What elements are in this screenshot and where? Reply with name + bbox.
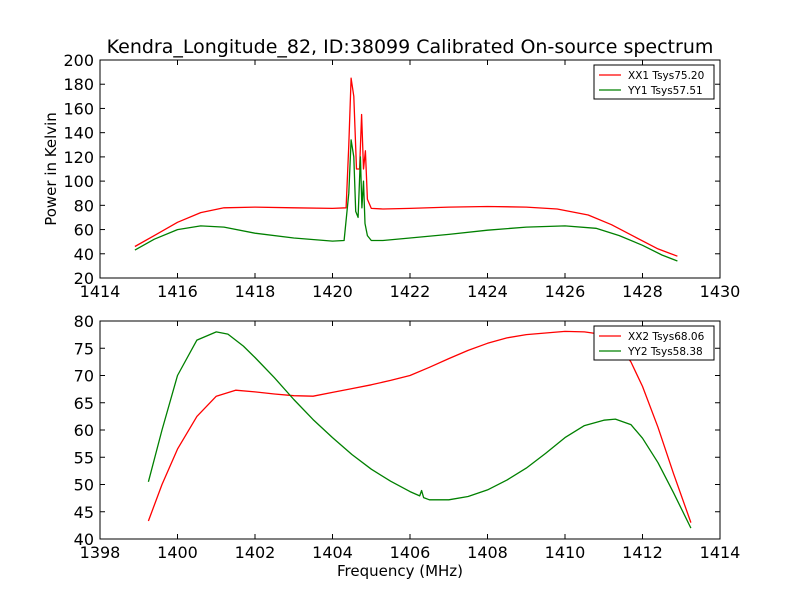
- x-tick-label: 1410: [545, 543, 586, 562]
- legend-box: [593, 64, 715, 100]
- x-tick-label: 1416: [157, 282, 198, 301]
- x-tick-label: 1400: [157, 543, 198, 562]
- legend-label: YY2 Tsys58.38: [627, 346, 703, 358]
- series-line-2: [134, 139, 678, 262]
- x-tick-label: 1414: [80, 282, 121, 301]
- y-tick-label: 40: [74, 245, 94, 264]
- x-tick-label: 1418: [235, 282, 276, 301]
- y-tick-label: 180: [63, 75, 94, 94]
- y-tick-label: 60: [74, 221, 94, 240]
- figure-title: Kendra_Longitude_82, ID:38099 Calibrated…: [107, 36, 714, 58]
- x-tick-label: 1402: [235, 543, 276, 562]
- y-tick-label: 80: [74, 196, 94, 215]
- y-tick-label: 70: [74, 367, 94, 386]
- plot-frame: [99, 320, 721, 540]
- legend: XX1 Tsys75.20 YY1 Tsys57.51: [593, 64, 715, 100]
- y-tick-label: 50: [74, 476, 94, 495]
- x-tick-label: 1406: [390, 543, 431, 562]
- y-tick-label: 80: [74, 312, 94, 331]
- y-tick-label: 55: [74, 448, 94, 467]
- x-tick-label: 1404: [312, 543, 353, 562]
- chart-panel-2: 1398 1400 1402 1404 1406 1408 1410 1412 1414 40 45…: [74, 312, 741, 580]
- legend: XX2 Tsys68.06 YY2 Tsys58.38: [593, 325, 715, 361]
- y-tick-label: 45: [74, 503, 94, 522]
- y-tick-label: 20: [74, 269, 94, 288]
- x-tick-label: 1430: [700, 282, 741, 301]
- y-tick-label: 140: [63, 124, 94, 143]
- series-line-1: [134, 77, 678, 257]
- x-tick-label: 1428: [622, 282, 663, 301]
- x-axis-title: Frequency (MHz): [337, 562, 463, 580]
- x-tick-label: 1426: [545, 282, 586, 301]
- y-tick-label: 40: [74, 530, 94, 549]
- y-tick-label: 100: [63, 172, 94, 191]
- y-tick-label: 60: [74, 421, 94, 440]
- legend-box: [593, 325, 715, 361]
- legend-label: XX1 Tsys75.20: [628, 70, 704, 82]
- chart-panels: 1414 1416 1418 1420 1422 1424 1426 1428 1430 20 40…: [42, 51, 740, 580]
- x-tick-label: 1408: [467, 543, 508, 562]
- legend-label: YY1 Tsys57.51: [627, 85, 703, 97]
- y-axis-title: Power in Kelvin: [42, 112, 60, 226]
- x-tick-label: 1414: [700, 543, 741, 562]
- y-tick-label: 75: [74, 339, 94, 358]
- legend-label: XX2 Tsys68.06: [628, 331, 705, 343]
- plot-frame: [99, 59, 721, 279]
- y-tick-label: 200: [63, 51, 94, 70]
- x-tick-label: 1412: [622, 543, 663, 562]
- series-line-2: [147, 331, 692, 529]
- y-tick-label: 160: [63, 99, 94, 118]
- x-tick-label: 1420: [312, 282, 353, 301]
- x-tick-label: 1422: [390, 282, 431, 301]
- x-tick-label: 1424: [467, 282, 508, 301]
- y-tick-label: 120: [63, 148, 94, 167]
- chart-panel-1: 1414 1416 1418 1420 1422 1424 1426 1428 1430 20 40…: [42, 51, 740, 301]
- y-tick-label: 65: [74, 394, 94, 413]
- x-tick-label: 1398: [80, 543, 121, 562]
